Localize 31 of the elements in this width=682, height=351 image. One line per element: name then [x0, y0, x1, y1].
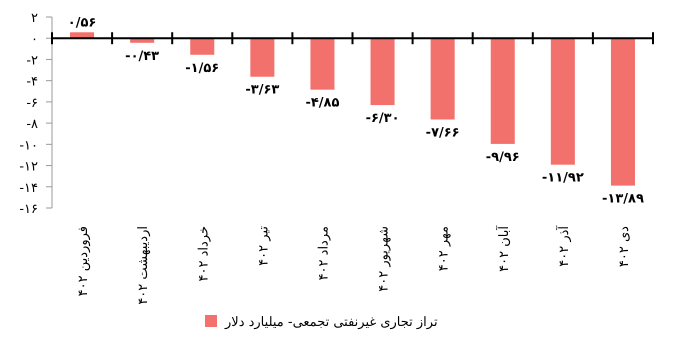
x-tick-label: مرداد ۴۰۲: [316, 226, 332, 280]
y-tick-label: -۴: [26, 74, 38, 90]
data-label: -۷/۶۶: [426, 126, 460, 141]
data-label: -۳/۶۳: [245, 82, 280, 98]
legend: تراز تجاری غیرنفتی تجمعی- میلیارد دلار: [205, 315, 438, 330]
y-tick-label: -۱۲: [19, 160, 38, 175]
x-tick-label: مهر ۴۰۲: [436, 226, 452, 272]
x-tick-label: اردیبهشت ۴۰۲: [136, 226, 152, 305]
x-tick-label: شهریور ۴۰۲: [376, 226, 392, 292]
data-label: -۱۱/۹۲: [542, 170, 584, 186]
data-label: -۶/۳۰: [366, 111, 400, 126]
x-tick-label: آبان ۴۰۲: [494, 224, 512, 272]
y-tick-label: ۲: [31, 11, 38, 26]
data-label: -۴/۸۵: [305, 96, 340, 111]
data-label: -۱۳/۸۹: [602, 192, 644, 207]
y-tick-label: -۸: [26, 117, 38, 132]
x-tick-label: تیر ۴۰۲: [256, 226, 272, 266]
data-label: ۰/۵۶: [68, 15, 96, 30]
y-tick-label: -۱۴: [19, 180, 38, 196]
y-tick-label: ۰: [31, 32, 38, 48]
y-tick-label: -۱۶: [19, 202, 38, 217]
y-tick-label: -۲: [26, 53, 38, 68]
data-label: -۹/۹۶: [486, 150, 520, 165]
x-tick-label: فروردین ۴۰۲: [76, 226, 92, 296]
x-tick-label: آذر ۴۰۲: [554, 224, 572, 267]
data-label: -۱/۵۶: [185, 60, 220, 76]
x-tick-label: خرداد ۴۰۲: [196, 226, 212, 282]
y-tick-label: -۱۰: [19, 138, 38, 154]
y-tick-label: -۶: [26, 96, 38, 111]
x-tick-label: دی ۴۰۲: [616, 226, 632, 268]
data-label: -۰/۴۳: [125, 48, 160, 64]
